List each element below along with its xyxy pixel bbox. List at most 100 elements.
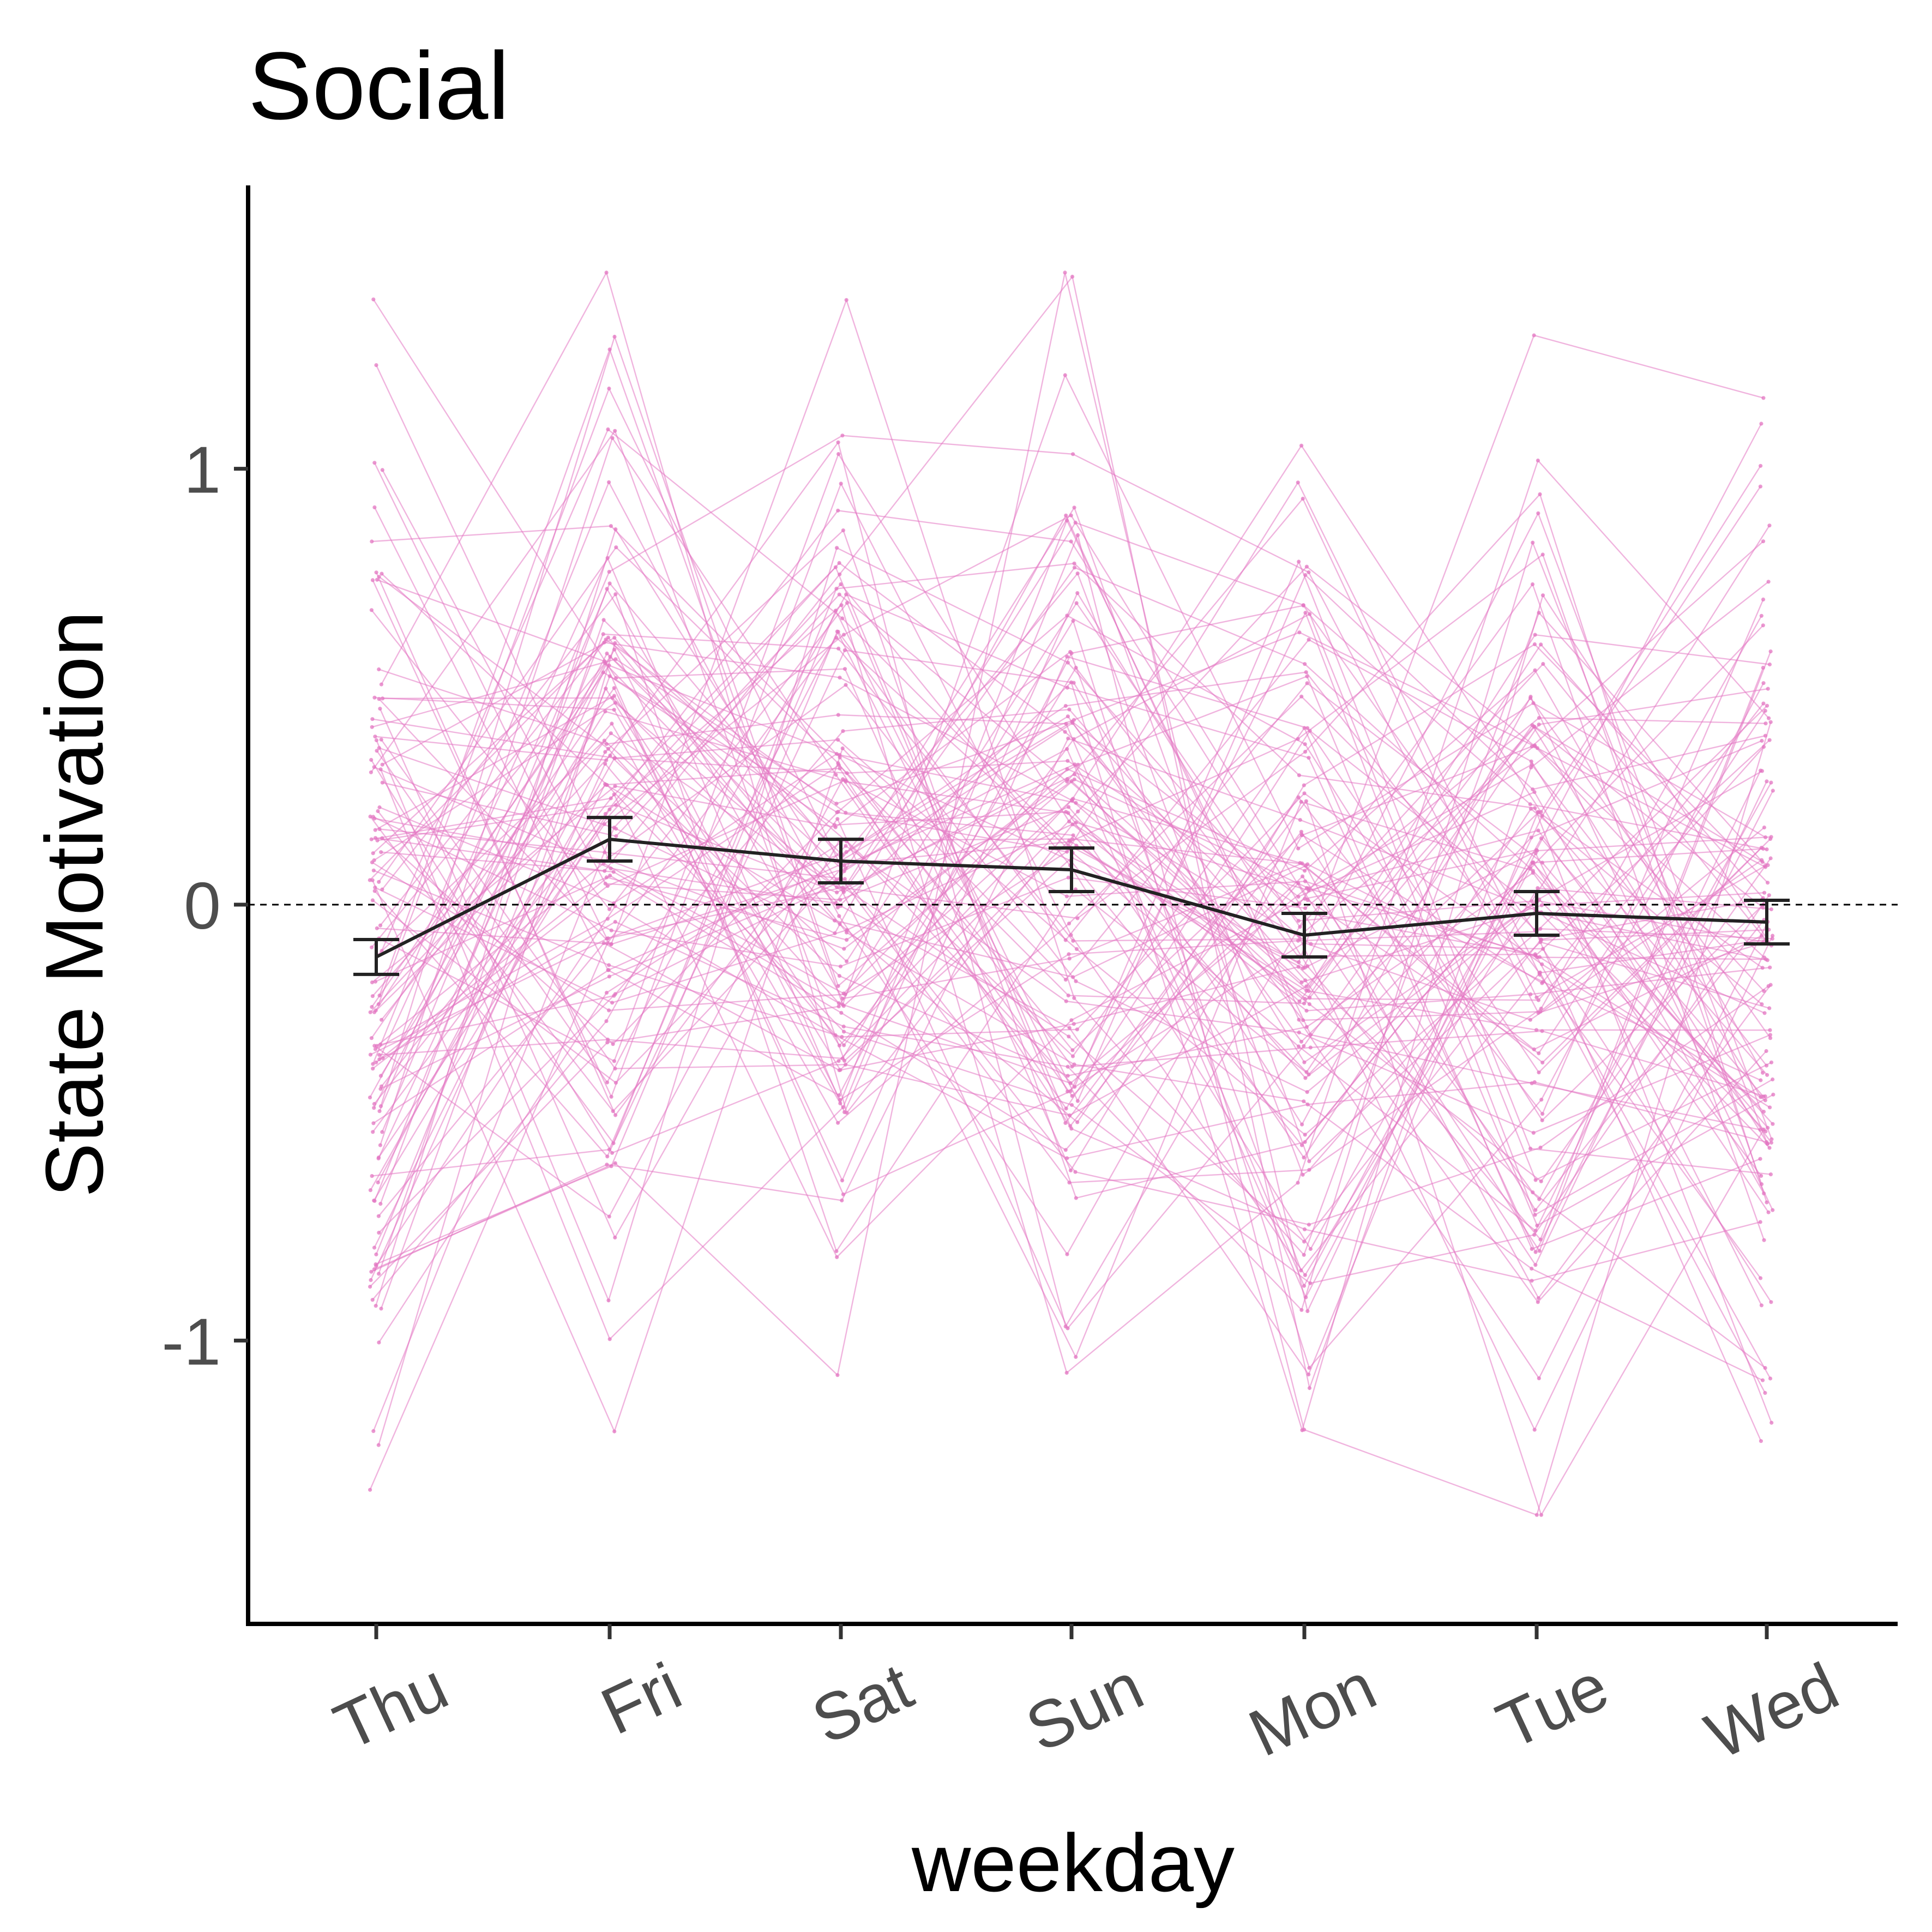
individual-point: [377, 746, 381, 750]
individual-point: [1070, 274, 1075, 279]
individual-point: [1072, 718, 1076, 722]
individual-point: [1063, 730, 1067, 734]
individual-point: [835, 817, 840, 821]
individual-point: [380, 571, 384, 576]
error-bar: [1744, 899, 1790, 946]
individual-point: [369, 757, 374, 762]
individual-point: [607, 907, 612, 911]
individual-point: [379, 1307, 383, 1311]
individual-point: [374, 1304, 378, 1308]
individual-point: [1068, 1124, 1073, 1128]
individual-point: [603, 709, 607, 714]
individual-point: [1307, 570, 1311, 575]
individual-point: [1074, 947, 1079, 951]
individual-point: [1305, 1309, 1310, 1313]
individual-lines: [368, 270, 1775, 1517]
individual-point: [1763, 708, 1767, 713]
individual-point: [1304, 1008, 1309, 1013]
individual-point: [1298, 818, 1302, 822]
individual-point: [372, 695, 377, 700]
individual-point: [379, 737, 383, 742]
individual-point: [1762, 890, 1767, 895]
individual-point: [1075, 916, 1080, 920]
individual-point: [1767, 738, 1772, 742]
individual-point: [1072, 681, 1076, 685]
y-tick-label: 0: [184, 869, 221, 943]
individual-point: [1075, 533, 1080, 538]
individual-point: [1072, 565, 1077, 570]
individual-point: [1063, 938, 1068, 942]
individual-point: [836, 984, 840, 988]
individual-point: [1533, 953, 1538, 958]
individual-point: [379, 850, 383, 854]
individual-point: [1066, 736, 1070, 741]
individual-point: [1538, 1237, 1543, 1242]
individual-point: [1296, 846, 1301, 851]
individual-point: [613, 1161, 617, 1165]
individual-point: [1767, 1146, 1772, 1150]
individual-point: [370, 539, 374, 544]
individual-point: [377, 1272, 381, 1276]
individual-point: [1076, 762, 1080, 767]
individual-point: [369, 837, 374, 841]
individual-point: [607, 347, 612, 352]
individual-point: [1307, 1386, 1312, 1391]
individual-point: [1071, 833, 1075, 838]
individual-point: [1766, 881, 1770, 885]
individual-point: [1076, 809, 1080, 814]
individual-point: [1074, 1355, 1078, 1359]
individual-point: [1758, 1157, 1762, 1161]
individual-point: [371, 1062, 375, 1066]
individual-point: [1305, 964, 1310, 968]
individual-point: [1540, 1112, 1545, 1116]
individual-point: [1067, 838, 1072, 842]
individual-point: [1296, 1044, 1301, 1049]
individual-point: [836, 1059, 841, 1063]
individual-point: [612, 694, 616, 698]
individual-point: [1533, 633, 1537, 637]
individual-point: [836, 440, 840, 444]
individual-point: [1531, 540, 1535, 545]
individual-point: [370, 1298, 375, 1302]
individual-point: [607, 581, 612, 586]
individual-point: [1299, 694, 1304, 699]
individual-point: [1529, 759, 1533, 763]
individual-point: [380, 1018, 384, 1022]
individual-point: [370, 578, 375, 582]
individual-point: [369, 1269, 374, 1274]
individual-point: [1540, 1029, 1544, 1033]
individual-point: [841, 1105, 845, 1110]
individual-point: [1537, 715, 1541, 720]
individual-point: [1302, 1060, 1307, 1064]
individual-point: [1530, 582, 1535, 587]
individual-point: [837, 1043, 841, 1048]
individual-point: [1072, 1022, 1076, 1026]
individual-point: [833, 565, 838, 569]
individual-point: [1304, 1070, 1309, 1074]
x-tick-label: Mon: [1238, 1648, 1387, 1771]
individual-point: [1303, 662, 1307, 666]
individual-point: [1065, 685, 1069, 690]
error-bar: [353, 937, 399, 976]
individual-point: [377, 667, 381, 672]
individual-point: [605, 1040, 610, 1045]
individual-point: [1307, 756, 1311, 760]
individual-point: [841, 991, 846, 996]
individual-point: [839, 1010, 844, 1015]
individual-point: [605, 556, 610, 560]
individual-point: [1067, 956, 1072, 961]
individual-point: [378, 707, 382, 711]
individual-point: [614, 676, 618, 680]
error-bar: [1281, 911, 1327, 959]
individual-point: [1070, 721, 1075, 725]
individual-point: [370, 945, 374, 949]
individual-point: [845, 600, 850, 605]
individual-point: [1536, 1296, 1540, 1301]
individual-point: [373, 735, 377, 739]
individual-point: [368, 1488, 372, 1492]
individual-point: [1532, 1428, 1537, 1432]
individual-point: [606, 635, 610, 640]
individual-point: [1532, 642, 1537, 647]
individual-point: [1067, 952, 1071, 956]
individual-point: [1771, 1092, 1775, 1097]
